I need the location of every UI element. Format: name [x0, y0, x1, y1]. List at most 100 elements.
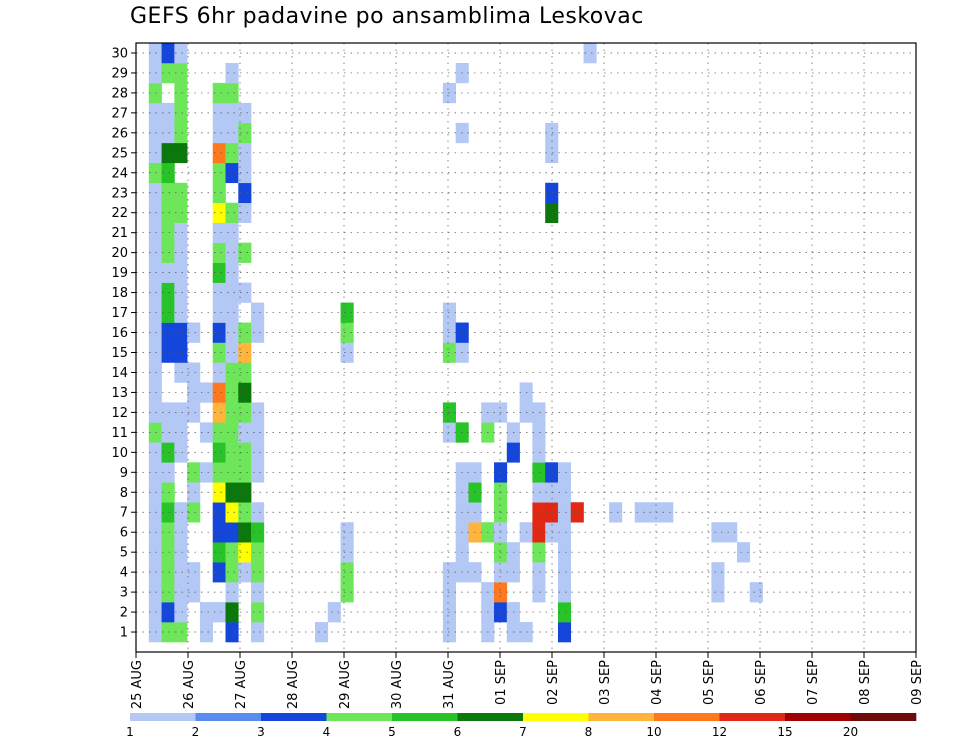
heat-cell	[199, 382, 214, 403]
heat-cell	[174, 402, 188, 423]
heat-cell	[225, 502, 239, 523]
heat-cell	[174, 342, 188, 363]
heat-cell	[225, 62, 239, 84]
x-tick-label: 07 SEP	[806, 660, 821, 705]
heat-cell	[557, 542, 572, 563]
y-tick-label: 20	[111, 246, 128, 261]
y-tick-label: 22	[111, 206, 128, 221]
heat-cell	[545, 522, 559, 543]
heat-cell	[212, 482, 226, 503]
heat-cell	[212, 602, 226, 623]
heat-cell	[340, 582, 354, 603]
heat-cell	[225, 462, 239, 483]
heat-cell	[161, 602, 175, 623]
heat-cell	[749, 582, 763, 603]
y-tick-label: 6	[120, 526, 128, 541]
y-tick-label: 24	[111, 166, 128, 181]
heat-cell	[340, 302, 354, 323]
heat-cell	[251, 602, 265, 623]
y-tick-label: 10	[111, 446, 128, 461]
heat-cell	[187, 582, 201, 603]
colorbar-swatch	[195, 713, 262, 721]
heat-cell	[148, 522, 162, 543]
y-tick-label: 29	[111, 66, 128, 81]
x-tick-label: 26 AUG	[182, 660, 197, 709]
heat-cell	[238, 562, 252, 583]
heat-cell	[174, 242, 188, 263]
heat-cell	[251, 402, 265, 423]
heat-cell	[148, 282, 162, 303]
heat-cell	[174, 582, 188, 603]
heat-cell	[212, 382, 226, 403]
heat-cell	[161, 182, 175, 204]
heat-cell	[225, 142, 239, 164]
heat-cell	[212, 282, 226, 303]
heat-cell	[174, 502, 188, 523]
heat-cell	[660, 502, 674, 523]
heat-cell	[225, 602, 239, 623]
heat-cell	[148, 382, 162, 403]
heat-cell	[187, 502, 201, 523]
y-tick-label: 13	[111, 386, 128, 401]
heat-cell	[225, 522, 239, 543]
heat-cell	[212, 262, 226, 283]
heat-cell	[557, 562, 572, 583]
heat-cell	[148, 222, 162, 243]
heat-cell	[225, 82, 239, 104]
heat-cell	[212, 542, 226, 563]
heat-cell	[212, 302, 226, 323]
y-tick-label: 27	[111, 106, 128, 121]
heat-cell	[225, 562, 239, 583]
heat-cell	[634, 502, 648, 523]
colorbar-label: 7	[519, 725, 527, 739]
heat-cell	[161, 462, 175, 483]
heat-cell	[238, 542, 252, 563]
heat-cell	[161, 422, 175, 443]
heat-cell	[532, 562, 546, 583]
heat-cell	[557, 482, 572, 503]
heat-cell	[251, 622, 265, 643]
heat-cell	[148, 302, 162, 323]
heat-cell	[148, 502, 162, 523]
heat-cell	[251, 462, 265, 483]
colorbar-swatch	[719, 713, 786, 721]
heat-cell	[212, 182, 226, 204]
colorbar-label: 3	[257, 725, 265, 739]
grid-layer	[136, 43, 916, 652]
heat-cell	[187, 402, 201, 423]
heat-cell	[570, 502, 584, 523]
heat-cell	[148, 602, 162, 623]
heat-cell	[174, 322, 188, 343]
heat-cell	[161, 142, 175, 164]
heat-cell	[174, 82, 188, 104]
heat-cell	[148, 43, 162, 64]
heat-cell	[225, 442, 239, 463]
heat-cell	[238, 202, 252, 224]
y-tick-label: 1	[120, 626, 128, 641]
y-tick-label: 3	[120, 586, 128, 601]
heat-cell	[225, 482, 239, 503]
heat-cell	[148, 102, 162, 124]
x-tick-label: 02 SEP	[546, 660, 561, 705]
heat-cell	[161, 322, 175, 343]
heat-cell	[148, 122, 162, 144]
heat-cell	[532, 442, 546, 463]
heat-cell	[212, 242, 226, 263]
heat-cell	[174, 43, 188, 64]
heat-cell	[161, 482, 175, 503]
heat-cell	[225, 542, 239, 563]
heat-cell	[148, 402, 162, 423]
y-tick-label: 2	[120, 606, 128, 621]
heat-cell	[212, 122, 226, 144]
heat-cell	[225, 582, 239, 603]
heat-cell	[647, 502, 661, 523]
heat-cell	[212, 362, 226, 383]
heat-cell	[199, 462, 214, 483]
heat-cell	[238, 402, 252, 423]
y-tick-label: 7	[120, 506, 128, 521]
heat-cell	[340, 342, 354, 363]
heat-cell	[174, 622, 188, 643]
plot-frame	[135, 42, 917, 653]
heat-cell	[238, 482, 252, 503]
heat-cell	[161, 442, 175, 463]
